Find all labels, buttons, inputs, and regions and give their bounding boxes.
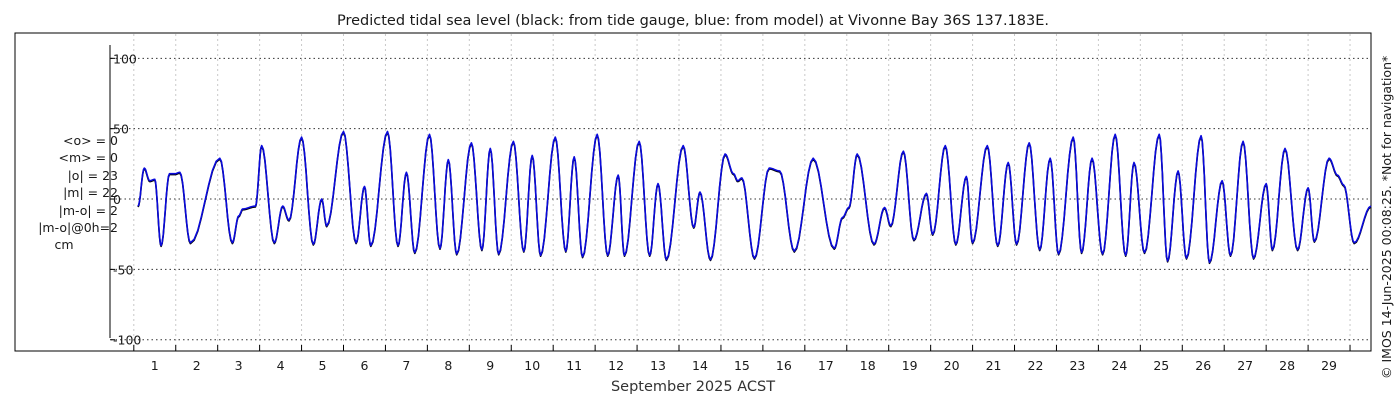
copyright-note: © IMOS 14-Jun-2025 00:08:25. *Not for na… <box>1379 56 1394 379</box>
y-tick-label: -50 <box>113 262 133 277</box>
chart-title: Predicted tidal sea level (black: from t… <box>337 13 1049 29</box>
x-tick-label: 14 <box>692 358 708 373</box>
x-tick-label: 25 <box>1153 358 1169 373</box>
series-line-model <box>137 130 1372 264</box>
y-grid <box>110 57 1370 341</box>
stat-mean-obs: <o> = 0 <box>63 133 118 148</box>
x-tick-label: 21 <box>986 358 1002 373</box>
y-tick-label: -100 <box>113 333 141 348</box>
x-tick-label: 6 <box>360 358 368 373</box>
plot-frame <box>14 32 1372 352</box>
x-tick-label: 18 <box>860 358 876 373</box>
x-tick-label: 4 <box>277 358 285 373</box>
x-tick-label: 22 <box>1028 358 1044 373</box>
x-tick-label: 11 <box>566 358 582 373</box>
x-tick-label: 23 <box>1069 358 1085 373</box>
x-tick-label: 13 <box>650 358 666 373</box>
x-tick-label: 8 <box>444 358 452 373</box>
x-tick-label: 15 <box>734 358 750 373</box>
stat-abs-diff: |m-o| = 2 <box>58 202 118 218</box>
x-tick-label: 17 <box>818 358 834 373</box>
stat-unit: cm <box>54 237 74 253</box>
stat-abs-obs: |o| = 23 <box>67 167 118 183</box>
x-tick-label: 26 <box>1195 358 1211 373</box>
x-tick-label: 28 <box>1279 358 1295 373</box>
x-tick-label: 5 <box>319 358 327 373</box>
x-grid <box>133 34 1351 351</box>
x-tick-label: 20 <box>944 358 960 373</box>
x-tick-label: 3 <box>235 358 243 373</box>
y-tick-labels: 100 50 0 -50 -100 <box>113 51 141 347</box>
stat-abs-model: |m| = 22 <box>63 185 118 201</box>
x-tick-label: 27 <box>1237 358 1253 373</box>
y-tick-label: 0 <box>113 192 121 207</box>
x-tick-label: 16 <box>776 358 792 373</box>
stats-panel: <o> = 0 <m> = 0 |o| = 23 |m| = 22 |m-o| … <box>20 132 118 254</box>
x-tick-label: 12 <box>608 358 624 373</box>
stat-abs-diff-0h: |m-o|@0h=2 <box>38 220 118 236</box>
y-tick-label: 100 <box>113 51 137 66</box>
x-tick-label: 7 <box>402 358 410 373</box>
series-layer <box>137 130 1372 265</box>
x-tick-label: 9 <box>486 358 494 373</box>
y-tick-label: 50 <box>113 122 129 137</box>
x-tick-labels: 1 2 3 4 5 6 7 8 9 10 11 12 13 14 15 16 17 18 19 20 21 22 23 24 2… <box>151 358 1337 373</box>
x-tick-label: 24 <box>1111 358 1127 373</box>
x-tick-label: 2 <box>193 358 201 373</box>
stat-mean-model: <m> = 0 <box>58 150 119 166</box>
x-tick-label: 29 <box>1321 358 1337 373</box>
x-tick-label: 19 <box>902 358 918 373</box>
x-axis-label: September 2025 ACST <box>611 379 775 395</box>
x-tick-label: 10 <box>524 358 540 373</box>
x-tick-label: 1 <box>151 358 159 373</box>
